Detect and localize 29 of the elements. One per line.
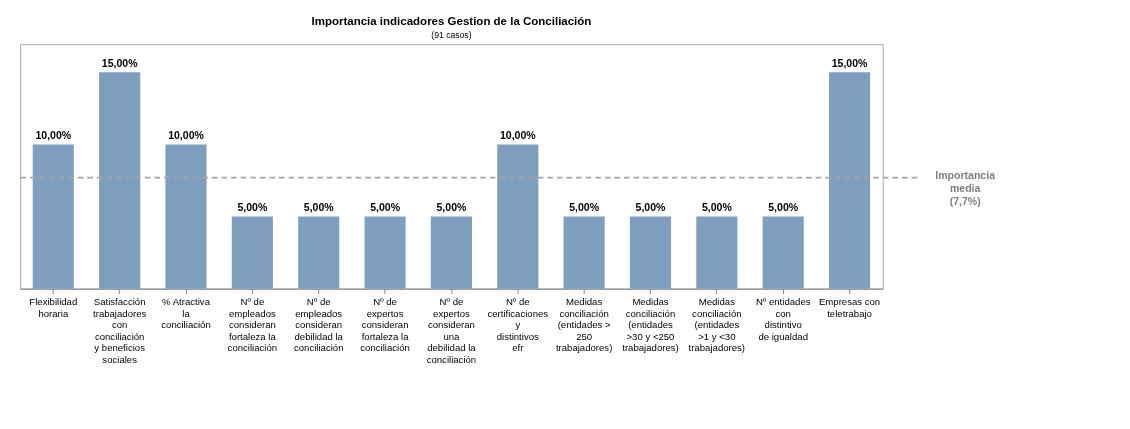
chart-title: Importancia indicadores Gestion de la Conciliación	[311, 15, 592, 28]
x-tick-label: Medidas conciliación (entidades >1 y <30 trabajadores)	[688, 296, 746, 354]
data-label: 5,00%	[237, 200, 268, 213]
data-label: 5,00%	[303, 200, 335, 213]
x-tick-label: Nº de empleados consideran fortaleza la conciliación	[227, 296, 278, 354]
data-label: 5,00%	[701, 200, 733, 213]
data-label: 5,00%	[768, 200, 799, 213]
x-tick-label: Medidas conciliación (entidades > 250 trabajadores)	[555, 296, 613, 354]
data-label: 5,00%	[569, 200, 600, 213]
x-tick-label: Nº de expertos consideran fortaleza la conciliación	[360, 296, 410, 354]
data-label: 15,00%	[831, 56, 869, 69]
x-tick-label: Nº de expertos consideran una debilidad la conciliación	[426, 296, 477, 365]
x-tick-label: Nº entidades con distintivo de igualdad	[755, 296, 811, 342]
x-tick-label: Nº de empleados consideran debilidad la conciliación	[293, 296, 344, 354]
x-tick-label: Flexibilidad horaria	[29, 296, 78, 319]
data-label: 10,00%	[35, 128, 72, 141]
data-label: 10,00%	[499, 128, 537, 141]
ref-line-label: Importancia media (7,7%)	[935, 168, 996, 208]
x-tick-label: Medidas conciliación (entidades >30 y <250 trabajadores)	[622, 296, 679, 354]
data-label: 5,00%	[370, 200, 401, 213]
data-label: 15,00%	[101, 56, 139, 69]
x-tick-label: Satisfacción trabajadores con conciliación y beneficios sociales	[93, 296, 147, 365]
x-tick-label: Nº de certificaciones y distintivos efr	[487, 296, 549, 354]
chart-subtitle: (91 casos)	[431, 29, 472, 40]
data-label: 5,00%	[635, 200, 667, 213]
x-tick-label: Empresas con teletrabajo	[818, 296, 881, 319]
data-label: 5,00%	[436, 200, 467, 213]
data-label: 10,00%	[168, 128, 205, 141]
x-tick-label: % Atractiva la conciliación	[161, 296, 211, 331]
